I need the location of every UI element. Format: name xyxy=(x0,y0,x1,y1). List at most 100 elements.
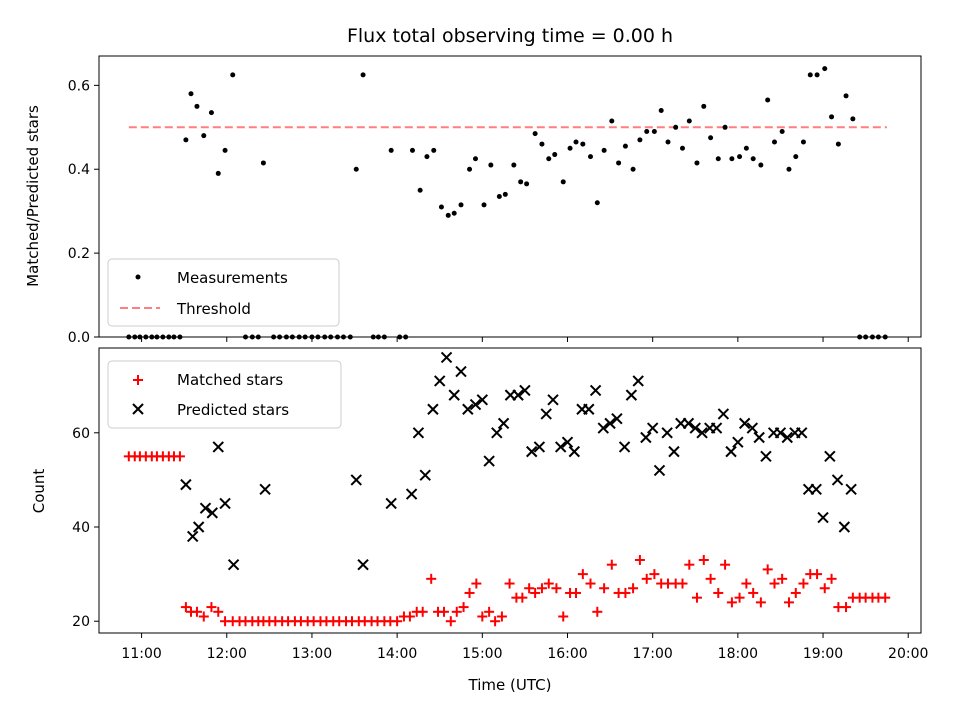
bottom-y-axis-label: Count xyxy=(30,469,48,514)
matched-star-point xyxy=(471,578,482,589)
predicted-star-point xyxy=(462,403,474,415)
matched-star-point xyxy=(628,583,639,594)
matched-star-point xyxy=(451,606,462,617)
predicted-star-point xyxy=(180,478,192,491)
measurement-point xyxy=(609,118,615,124)
bottom-x-axis: 11:00 12:00 13:00 14:00 15:00 16:00 17:00 18:00… xyxy=(121,633,928,662)
measurement-point xyxy=(473,156,479,162)
measurement-point xyxy=(651,128,657,134)
matched-star-point xyxy=(530,587,541,598)
matched-star-point xyxy=(777,573,788,584)
predicted-star-point xyxy=(618,441,631,453)
measurement-point xyxy=(458,202,464,208)
matched-star-point xyxy=(741,578,752,589)
measurement-point xyxy=(843,93,849,99)
predicted-star-point xyxy=(845,483,857,496)
measurement-point xyxy=(616,160,622,166)
predicted-star-point xyxy=(212,441,224,453)
predicted-star-point xyxy=(640,431,652,444)
measurement-point xyxy=(800,139,806,145)
predicted-star-point xyxy=(405,488,418,500)
matched-star-point xyxy=(180,602,191,613)
measurement-point xyxy=(580,141,586,147)
measurement-point xyxy=(451,210,457,216)
predicted-star-point xyxy=(385,497,397,510)
bottom-y-axis: 20 40 60 xyxy=(72,426,99,630)
bottom-legend: Matched stars Predicted stars xyxy=(107,360,342,429)
predicted-star-point xyxy=(547,394,559,406)
measurement-point xyxy=(708,135,714,141)
matched-star-point xyxy=(174,451,185,462)
measurement-point xyxy=(737,154,743,160)
predicted-star-point xyxy=(476,394,489,406)
measurement-point xyxy=(694,160,700,166)
measurement-point xyxy=(786,166,792,172)
matched-star-point xyxy=(841,602,852,613)
predicted-star-point xyxy=(357,558,369,571)
top-y-tick-label: 0.2 xyxy=(68,246,90,262)
matched-star-point xyxy=(524,583,535,594)
matched-star-point xyxy=(790,587,801,598)
measurement-point xyxy=(230,72,236,78)
matched-star-point xyxy=(191,606,202,617)
predicted-star-point xyxy=(689,422,701,434)
measurement-point xyxy=(729,156,735,162)
x-tick-label: 13:00 xyxy=(292,646,332,662)
x-tick-label: 19:00 xyxy=(803,646,843,662)
bottom-panel: 20 40 60 11:00 12:00 13:00 14:00 15:00 16:00 17:… xyxy=(30,347,928,694)
matched-star-point xyxy=(819,583,830,594)
measurement-point xyxy=(417,187,423,193)
predicted-star-point xyxy=(781,431,793,444)
measurement-point xyxy=(532,131,538,137)
measurement-point xyxy=(758,162,764,168)
measurement-point xyxy=(850,116,856,122)
measurement-point xyxy=(722,124,728,130)
predicted-star-point xyxy=(668,445,680,458)
measurement-point xyxy=(208,110,214,116)
bottom-y-tick-label: 40 xyxy=(72,520,90,536)
measurement-point xyxy=(481,202,487,208)
chart-title: Flux total observing time = 0.00 h xyxy=(347,25,673,47)
predicted-star-point xyxy=(611,412,623,425)
measurement-point xyxy=(388,147,394,153)
matched-star-point xyxy=(404,611,415,622)
matched-star-point xyxy=(592,606,603,617)
measurement-point xyxy=(353,166,359,172)
measurement-point xyxy=(438,204,444,210)
measurement-point xyxy=(496,194,502,199)
matched-star-point xyxy=(213,606,224,617)
measurement-point xyxy=(567,145,573,151)
legend-measurements-label: Measurements xyxy=(177,269,288,287)
predicted-star-point xyxy=(350,474,362,486)
measurement-point xyxy=(771,139,777,145)
matched-star-point xyxy=(649,569,660,580)
measurement-point xyxy=(215,170,221,176)
matched-star-point xyxy=(769,578,780,589)
top-y-tick-label: 0.6 xyxy=(68,78,90,94)
predicted-star-point xyxy=(774,427,787,439)
measurement-point xyxy=(750,156,756,162)
measurement-point xyxy=(793,154,799,160)
measurement-point xyxy=(679,145,685,151)
matched-star-point xyxy=(517,592,528,603)
top-legend-box xyxy=(107,258,340,327)
measurement-point xyxy=(518,179,524,185)
measurement-point xyxy=(431,147,437,153)
top-y-tick-label: 0.4 xyxy=(68,162,90,178)
predicted-star-point xyxy=(219,497,231,510)
measurement-point xyxy=(539,141,545,147)
top-y-axis: 0.0 0.2 0.4 0.6 xyxy=(68,78,99,346)
x-tick-label: 12:00 xyxy=(207,646,247,662)
matched-star-point xyxy=(755,597,766,608)
matched-star-point xyxy=(641,573,652,584)
matched-star-point xyxy=(477,611,488,622)
predicted-star-point xyxy=(661,427,673,439)
matched-star-point xyxy=(496,611,507,622)
measurement-point xyxy=(644,128,650,134)
measurement-point xyxy=(686,118,692,124)
measurement-point xyxy=(222,147,228,153)
measurement-point xyxy=(622,143,628,149)
predicted-star-point xyxy=(192,521,205,533)
measurement-point xyxy=(814,72,820,78)
matched-star-point xyxy=(734,592,745,603)
